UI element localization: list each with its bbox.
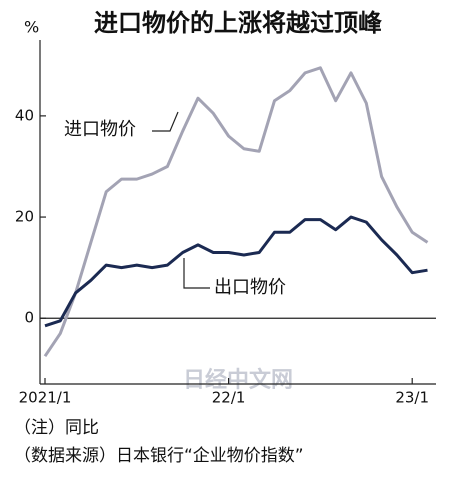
x-tick-label: 2021/1 <box>19 389 72 407</box>
x-tick-label: 22/1 <box>212 389 246 407</box>
series-label: 进口物价 <box>64 119 136 140</box>
y-tick-label: 0 <box>24 309 34 327</box>
series-label: 出口物价 <box>214 277 286 298</box>
y-unit: % <box>24 18 39 37</box>
leader-line <box>152 111 179 132</box>
series-line <box>44 215 428 328</box>
series-line <box>43 66 429 358</box>
note: （数据来源）日本银行“企业物价指数” <box>14 446 304 466</box>
x-tick-label: 23/1 <box>395 389 429 407</box>
note: （注）同比 <box>14 418 99 438</box>
watermark: 日经中文网 <box>183 367 293 393</box>
leader-line <box>183 258 210 289</box>
y-tick-label: 40 <box>15 106 34 124</box>
chart-title: 进口物价的上涨将越过顶峰 <box>94 9 382 37</box>
y-tick-label: 20 <box>15 208 34 226</box>
